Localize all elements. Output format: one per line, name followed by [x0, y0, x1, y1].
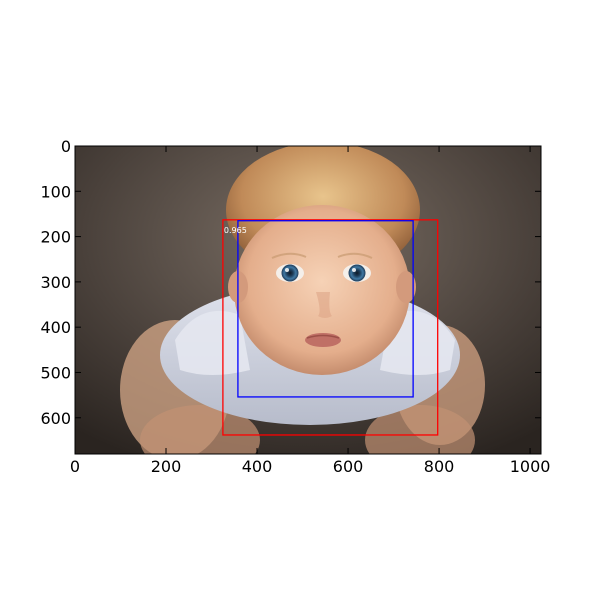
eye-highlight-right: [352, 268, 356, 272]
eye-left: [281, 264, 299, 282]
baby-photo: [75, 146, 541, 454]
blue-bounding-box: [237, 220, 414, 398]
detection-boxes: [222, 219, 439, 436]
x-tick-label: 600: [333, 457, 364, 476]
x-axis: 0 200 400 600 800 1000: [70, 146, 551, 476]
baby-ear-right: [396, 271, 416, 303]
eye-highlight-left: [285, 268, 289, 272]
baby-lip-line: [306, 334, 340, 339]
baby-face: [234, 205, 410, 375]
y-tick-label: 200: [40, 228, 71, 247]
baby-leg-left: [140, 405, 260, 454]
baby-leg-right: [365, 405, 475, 454]
y-tick-label: 600: [40, 409, 71, 428]
baby-shoulder-left: [175, 310, 250, 375]
axes-frame: [74, 145, 542, 455]
y-tick-label: 0: [61, 137, 71, 156]
y-tick-label: 300: [40, 273, 71, 292]
x-tick-label: 400: [242, 457, 273, 476]
red-bounding-box: [222, 219, 439, 436]
y-axis: 0 100 200 300 400 500 600: [40, 137, 541, 428]
y-tick-label: 400: [40, 318, 71, 337]
eye-right: [348, 264, 366, 282]
y-tick-label: 500: [40, 363, 71, 382]
x-tick-label: 1000: [510, 457, 551, 476]
baby-nose: [316, 292, 332, 318]
x-tick-label: 0: [70, 457, 80, 476]
x-tick-label: 200: [151, 457, 182, 476]
eyebrow-right: [337, 252, 373, 259]
x-tick-label: 800: [424, 457, 455, 476]
detection-score-label: 0.965: [224, 226, 247, 235]
y-tick-label: 100: [40, 182, 71, 201]
eyebrow-left: [271, 252, 307, 259]
